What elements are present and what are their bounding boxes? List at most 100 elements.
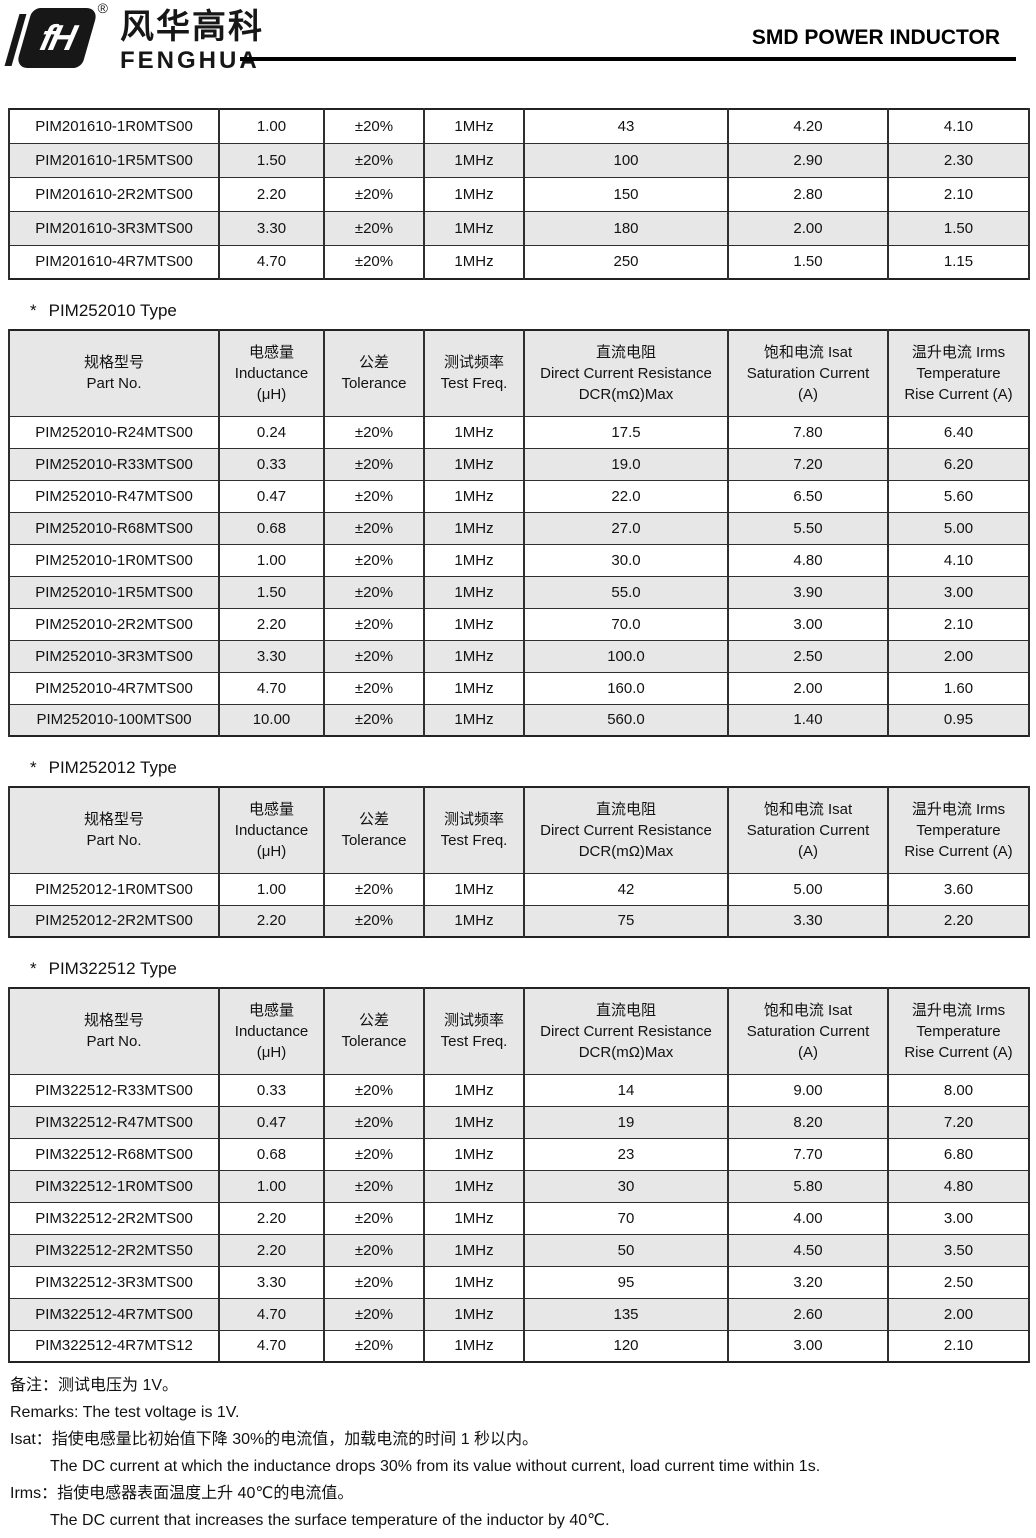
table-row: PIM252010-1R5MTS00 1.50 ±20% 1MHz 55.0 3.90 3.… — [8, 575, 1030, 609]
irms-cell: 3.60 — [887, 872, 1030, 906]
test-freq-cell: 1MHz — [423, 703, 525, 737]
table-row: PIM322512-3R3MTS00 3.30 ±20% 1MHz 95 3.20 2.50 — [8, 1265, 1030, 1299]
brand-block: 风华高科 FENGHUA — [120, 6, 264, 75]
col-isat: 饱和电流 Isat Saturation Current (A) — [727, 987, 889, 1075]
table-row: PIM252012-1R0MTS00 1.00 ±20% 1MHz 42 5.00 3.60 — [8, 872, 1030, 906]
test-freq-cell: 1MHz — [423, 1169, 525, 1203]
col-inductance-en: Inductance — [234, 1022, 309, 1040]
irms-cell: 1.15 — [887, 244, 1030, 280]
col-tolerance-en: Tolerance — [341, 832, 407, 850]
dcr-cell: 250 — [523, 244, 729, 280]
part-no-cell: PIM252010-R68MTS00 — [8, 511, 220, 545]
tolerance-cell: ±20% — [323, 1233, 425, 1267]
tolerance-cell: ±20% — [323, 1169, 425, 1203]
dcr-cell: 27.0 — [523, 511, 729, 545]
table-row: PIM252010-4R7MTS00 4.70 ±20% 1MHz 160.0 2.00 1… — [8, 671, 1030, 705]
brand-name-english: FENGHUA — [120, 46, 260, 74]
tolerance-cell: ±20% — [323, 904, 425, 938]
col-inductance: 电感量 Inductance (μH) — [218, 786, 325, 874]
test-freq-cell: 1MHz — [423, 415, 525, 449]
tolerance-cell: ±20% — [323, 415, 425, 449]
part-no-cell: PIM322512-2R2MTS50 — [8, 1233, 220, 1267]
tolerance-cell: ±20% — [323, 639, 425, 673]
test-freq-cell: 1MHz — [423, 1137, 525, 1171]
isat-cell: 2.50 — [727, 639, 889, 673]
table-row: PIM322512-R68MTS00 0.68 ±20% 1MHz 23 7.70 6.80 — [8, 1137, 1030, 1171]
irms-cell: 2.10 — [887, 176, 1030, 212]
registered-trademark-icon: ® — [97, 0, 108, 16]
part-no-cell: PIM322512-R33MTS00 — [8, 1073, 220, 1107]
tolerance-cell: ±20% — [323, 703, 425, 737]
part-no-cell: PIM252010-100MTS00 — [8, 703, 220, 737]
tolerance-cell: ±20% — [323, 607, 425, 641]
irms-cell: 2.50 — [887, 1265, 1030, 1299]
dcr-cell: 120 — [523, 1329, 729, 1363]
inductance-cell: 0.68 — [218, 511, 325, 545]
inductance-cell: 10.00 — [218, 703, 325, 737]
col-isat: 饱和电流 Isat Saturation Current (A) — [727, 786, 889, 874]
test-freq-cell: 1MHz — [423, 671, 525, 705]
dcr-cell: 19 — [523, 1105, 729, 1139]
col-dcr-cn: 直流电阻 — [595, 343, 656, 361]
col-tolerance: 公差 Tolerance — [323, 987, 425, 1075]
table-row: PIM322512-R47MTS00 0.47 ±20% 1MHz 19 8.20 7.20 — [8, 1105, 1030, 1139]
irms-note-en: The DC current that increases the surfac… — [50, 1512, 610, 1529]
tolerance-cell: ±20% — [323, 872, 425, 906]
table-row: PIM252012-2R2MTS00 2.20 ±20% 1MHz 75 3.30 2.20 — [8, 904, 1030, 938]
dcr-cell: 19.0 — [523, 447, 729, 481]
col-test-freq-cn: 测试频率 — [443, 354, 504, 372]
part-no-cell: PIM322512-R47MTS00 — [8, 1105, 220, 1139]
col-isat-en: Saturation Current — [746, 821, 870, 839]
dcr-cell: 100 — [523, 142, 729, 178]
col-dcr: 直流电阻 Direct Current Resistance DCR(mΩ)Max — [523, 987, 729, 1075]
isat-cell: 7.70 — [727, 1137, 889, 1171]
table-row: PIM322512-2R2MTS00 2.20 ±20% 1MHz 70 4.00 3.00 — [8, 1201, 1030, 1235]
header-rule — [240, 57, 1016, 61]
col-dcr-unit: DCR(mΩ)Max — [578, 385, 674, 403]
col-part-no-cn: 规格型号 — [83, 354, 144, 372]
tolerance-cell: ±20% — [323, 543, 425, 577]
isat-cell: 3.00 — [727, 1329, 889, 1363]
dcr-cell: 180 — [523, 210, 729, 246]
test-freq-cell: 1MHz — [423, 1201, 525, 1235]
inductance-cell: 3.30 — [218, 210, 325, 246]
col-part-no-cn: 规格型号 — [83, 811, 144, 829]
dcr-cell: 14 — [523, 1073, 729, 1107]
part-no-cell: PIM201610-1R0MTS00 — [8, 108, 220, 144]
section-bullet: * — [30, 959, 37, 978]
col-test-freq-en: Test Freq. — [440, 375, 508, 393]
isat-cell: 7.20 — [727, 447, 889, 481]
col-irms-en: Temperature — [916, 821, 1001, 839]
irms-cell: 5.00 — [887, 511, 1030, 545]
part-no-cell: PIM201610-1R5MTS00 — [8, 142, 220, 178]
isat-cell: 2.80 — [727, 176, 889, 212]
col-test-freq: 测试频率 Test Freq. — [423, 987, 525, 1075]
dcr-cell: 55.0 — [523, 575, 729, 609]
tolerance-cell: ±20% — [323, 176, 425, 212]
page-header: fH ® 风华高科 FENGHUA SMD POWER INDUCTOR — [0, 0, 1036, 108]
irms-cell: 2.20 — [887, 904, 1030, 938]
part-no-cell: PIM322512-4R7MTS12 — [8, 1329, 220, 1363]
table-row: PIM322512-4R7MTS12 4.70 ±20% 1MHz 120 3.00 2.1… — [8, 1329, 1030, 1363]
table-row: PIM322512-4R7MTS00 4.70 ±20% 1MHz 135 2.60 2.0… — [8, 1297, 1030, 1331]
isat-cell: 7.80 — [727, 415, 889, 449]
test-freq-cell: 1MHz — [423, 176, 525, 212]
tolerance-cell: ±20% — [323, 511, 425, 545]
part-no-cell: PIM252010-R47MTS00 — [8, 479, 220, 513]
test-freq-cell: 1MHz — [423, 639, 525, 673]
irms-cell: 2.00 — [887, 639, 1030, 673]
part-no-cell: PIM201610-3R3MTS00 — [8, 210, 220, 246]
col-part-no-cn: 规格型号 — [83, 1012, 144, 1030]
test-freq-cell: 1MHz — [423, 872, 525, 906]
col-isat-en: Saturation Current — [746, 1022, 870, 1040]
dcr-cell: 50 — [523, 1233, 729, 1267]
section-heading-text: PIM252012 Type — [48, 758, 177, 777]
tolerance-cell: ±20% — [323, 1137, 425, 1171]
isat-cell: 3.20 — [727, 1265, 889, 1299]
inductance-cell: 2.20 — [218, 1201, 325, 1235]
inductance-cell: 0.24 — [218, 415, 325, 449]
col-tolerance-cn: 公差 — [358, 354, 389, 372]
part-no-cell: PIM322512-R68MTS00 — [8, 1137, 220, 1171]
dcr-cell: 23 — [523, 1137, 729, 1171]
